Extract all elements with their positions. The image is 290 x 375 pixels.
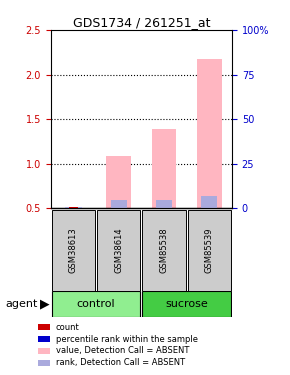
Bar [188,210,231,291]
Title: GDS1734 / 261251_at: GDS1734 / 261251_at [72,16,210,29]
Text: rank, Detection Call = ABSENT: rank, Detection Call = ABSENT [56,358,185,368]
Bar [201,196,218,208]
Bar [97,210,140,291]
Text: ▶: ▶ [40,298,50,310]
Bar [65,207,81,208]
Text: percentile rank within the sample: percentile rank within the sample [56,334,198,344]
Text: count: count [56,322,79,332]
Text: agent: agent [6,299,38,309]
Text: sucrose: sucrose [165,299,208,309]
Bar [142,210,186,291]
Bar [110,200,127,208]
Bar [69,207,78,208]
Bar [52,210,95,291]
Text: GSM85538: GSM85538 [160,228,168,273]
Bar [197,59,222,208]
Text: control: control [77,299,115,309]
Bar [152,129,177,208]
Text: GSM85539: GSM85539 [205,228,214,273]
Bar [106,156,131,208]
Bar [52,291,140,317]
Text: GSM38614: GSM38614 [114,228,123,273]
Text: GSM38613: GSM38613 [69,227,78,273]
Text: value, Detection Call = ABSENT: value, Detection Call = ABSENT [56,346,189,355]
Bar [142,291,231,317]
Bar [156,200,172,208]
